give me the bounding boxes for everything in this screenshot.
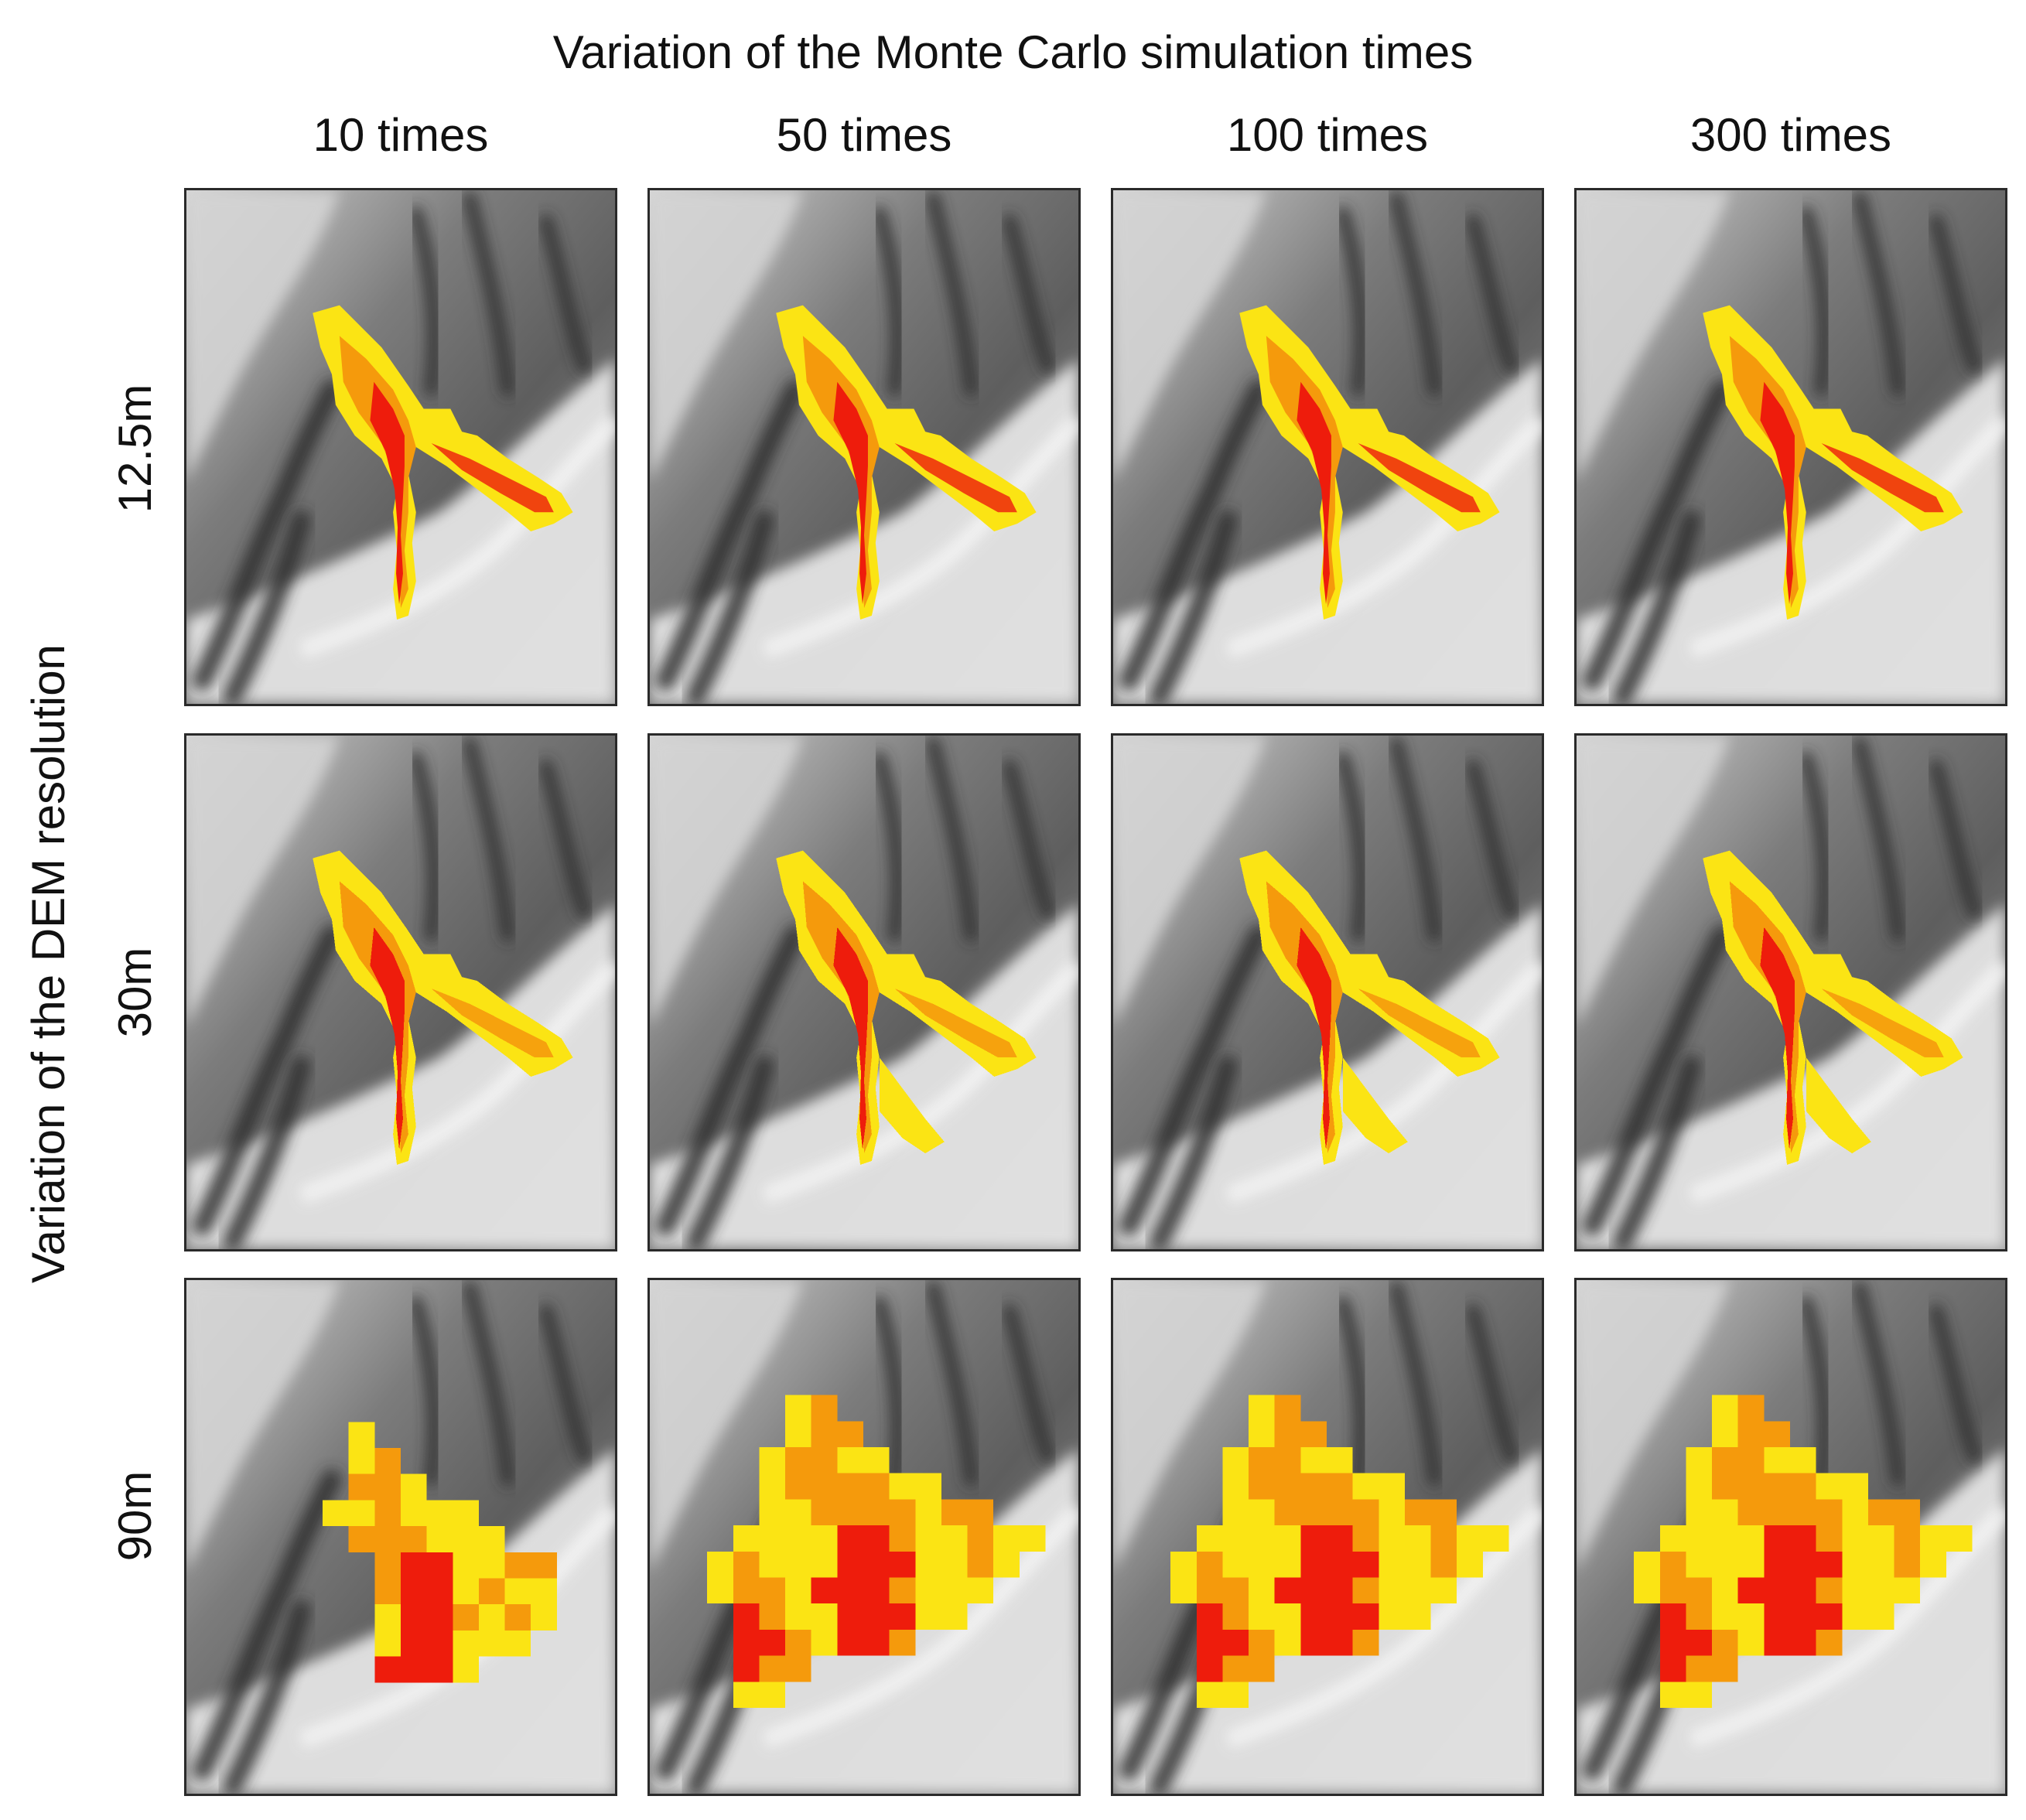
debris-flow-hazard-area (1239, 305, 1500, 620)
row-label-90m: 90m (109, 1470, 161, 1562)
debris-flow-hazard-area (323, 1422, 557, 1683)
debris-flow-hazard-area (776, 305, 1037, 620)
debris-flow-hazard-area (1239, 850, 1500, 1165)
column-header-50-times: 50 times (776, 109, 952, 161)
hillshade-map (650, 1280, 1078, 1794)
hillshade-map (1577, 1280, 2005, 1794)
hillshade-map (186, 1280, 615, 1794)
map-panel-30m-50-times (647, 733, 1081, 1251)
row-label-30m: 30m (109, 947, 161, 1038)
map-panel-12-5m-50-times (647, 188, 1081, 706)
map-panel-30m-100-times (1111, 733, 1544, 1251)
hillshade-map (1577, 190, 2005, 704)
debris-flow-hazard-area (707, 1395, 1046, 1709)
debris-flow-hazard-area (1170, 1395, 1509, 1709)
hillshade-map (1577, 736, 2005, 1249)
column-header-300-times: 300 times (1689, 109, 1892, 161)
figure-title: Variation of the Monte Carlo simulation … (552, 26, 1474, 78)
column-header-100-times: 100 times (1226, 109, 1429, 161)
debris-flow-hazard-area (776, 850, 1037, 1165)
hillshade-map (186, 736, 615, 1249)
map-panel-12-5m-100-times (1111, 188, 1544, 706)
hillshade-map (650, 190, 1078, 704)
column-header-10-times: 10 times (313, 109, 489, 161)
hillshade-map (650, 736, 1078, 1249)
hillshade-map (1113, 736, 1542, 1249)
map-panel-90m-50-times (647, 1278, 1081, 1796)
hillshade-map (186, 190, 615, 704)
side-axis-title: Variation of the DEM resolution (22, 644, 74, 1283)
debris-flow-hazard-area (1703, 850, 1963, 1165)
map-panel-12-5m-10-times (184, 188, 617, 706)
map-panel-30m-300-times (1574, 733, 2007, 1251)
hillshade-map (1113, 1280, 1542, 1794)
map-panel-90m-10-times (184, 1278, 617, 1796)
debris-flow-hazard-area (1634, 1395, 1973, 1709)
hillshade-map (1113, 190, 1542, 704)
map-panel-30m-10-times (184, 733, 617, 1251)
row-label-12-5m: 12.5m (109, 384, 161, 514)
debris-flow-hazard-area (313, 850, 573, 1165)
map-panel-12-5m-300-times (1574, 188, 2007, 706)
debris-flow-hazard-area (1703, 305, 1963, 620)
debris-flow-hazard-area (313, 305, 573, 620)
map-panel-90m-300-times (1574, 1278, 2007, 1796)
map-panel-90m-100-times (1111, 1278, 1544, 1796)
